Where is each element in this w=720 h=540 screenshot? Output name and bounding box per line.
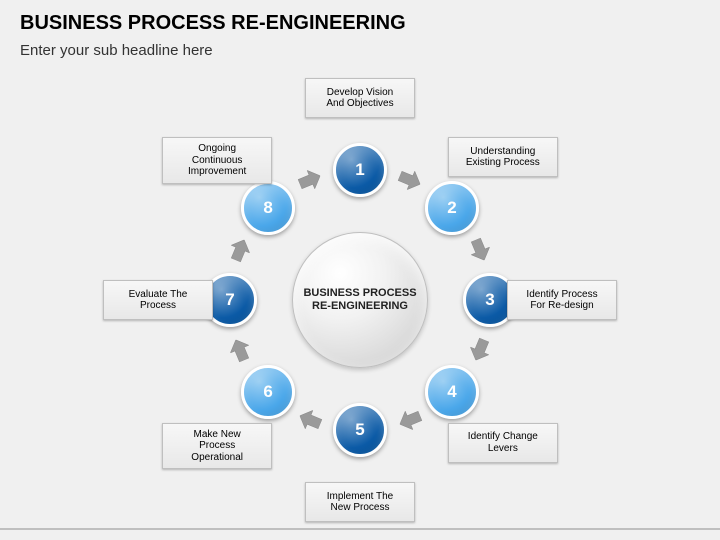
step-label-3: Identify Process For Re-design: [507, 280, 617, 320]
arrow-8-to-1: [299, 170, 321, 190]
arrow-5-to-6: [299, 410, 321, 430]
step-label-2: Understanding Existing Process: [448, 137, 558, 177]
process-cycle-diagram: BUSINESS PROCESS RE-ENGINEERING 1 Develop …: [0, 0, 720, 540]
step-label-8: Ongoing Continuous Improvement: [162, 137, 272, 184]
arrow-7-to-8: [229, 240, 251, 260]
center-hub: BUSINESS PROCESS RE-ENGINEERING: [292, 232, 428, 368]
step-node-8: 8: [241, 181, 295, 235]
step-label-6: Make New Process Operational: [162, 423, 272, 470]
step-node-6: 6: [241, 365, 295, 419]
step-label-7: Evaluate The Process: [103, 280, 213, 320]
step-node-5: 5: [333, 403, 387, 457]
step-label-4: Identify Change Levers: [448, 423, 558, 463]
arrow-4-to-5: [399, 410, 421, 430]
step-label-5: Implement The New Process: [305, 482, 415, 522]
step-node-1: 1: [333, 143, 387, 197]
arrow-2-to-3: [469, 240, 491, 260]
step-label-1: Develop Vision And Objectives: [305, 78, 415, 118]
step-node-4: 4: [425, 365, 479, 419]
arrow-3-to-4: [469, 340, 491, 360]
arrow-1-to-2: [399, 170, 421, 190]
footer-rule: [0, 528, 720, 530]
arrow-6-to-7: [229, 340, 251, 360]
step-node-2: 2: [425, 181, 479, 235]
